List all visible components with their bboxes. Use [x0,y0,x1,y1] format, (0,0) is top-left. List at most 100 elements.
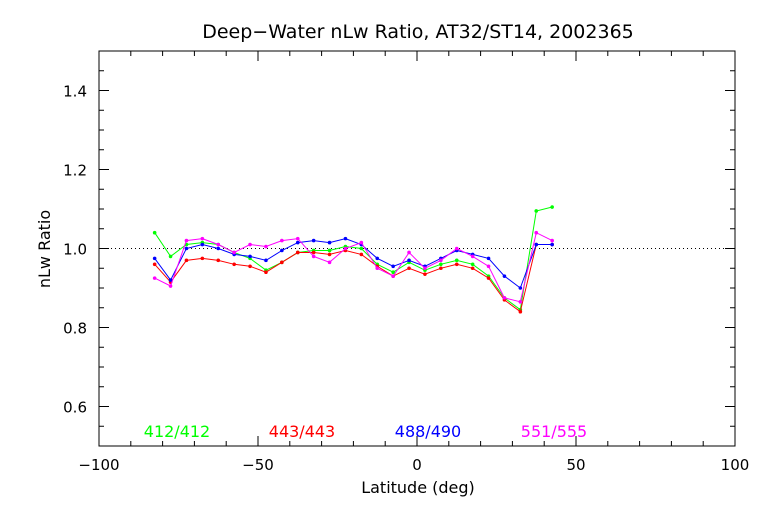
y-axis-label: nLw Ratio [35,210,54,288]
data-point [184,238,189,243]
data-point [216,246,221,251]
data-point [375,256,380,261]
data-point [232,250,236,255]
data-point [518,286,523,290]
data-point [264,270,268,275]
data-point [407,266,411,271]
data-point [391,264,395,269]
data-point [248,254,252,259]
data-point [439,258,443,263]
data-point [359,246,364,251]
data-point [470,266,475,271]
data-point [200,236,205,241]
series-551-555 [152,230,554,304]
data-point [518,309,523,314]
data-point [550,242,554,247]
data-point [152,276,157,280]
data-point [264,244,268,249]
data-point [486,256,491,261]
x-tick-label: −100 [78,456,119,474]
data-point [343,246,348,251]
data-point [550,238,554,243]
data-point [168,254,173,259]
legend: 412/412 443/443 488/490 551/555 [144,422,587,441]
data-point [248,242,252,247]
data-point [216,242,221,247]
data-point [327,248,332,253]
y-tick-label: 0.8 [63,320,87,338]
data-point [502,274,507,278]
data-point [327,252,332,257]
data-point [486,264,491,269]
data-point [343,236,348,241]
data-point [470,254,475,259]
data-point [534,230,539,235]
x-tick-label: 0 [412,456,422,474]
data-point [454,262,459,267]
data-point [391,270,395,275]
data-point [295,240,300,245]
y-tick-label: 1.0 [63,241,87,259]
data-point [168,278,173,282]
data-point [264,258,268,263]
data-point [502,296,507,300]
data-point [152,262,157,267]
data-point [216,258,221,263]
x-tick-label: 100 [721,456,750,474]
data-point [295,250,300,255]
data-point [550,205,554,209]
data-point [439,262,443,267]
series-488-490 [152,236,554,290]
data-point [248,264,252,269]
data-point [280,238,284,243]
y-tick-label: 1.4 [63,83,87,101]
data-point [439,266,443,271]
axis-ticks [98,50,736,447]
data-point [232,262,236,267]
data-point [327,260,332,265]
x-tick-label: 50 [566,456,585,474]
data-point [280,260,284,265]
data-point [152,230,157,235]
data-point [200,256,205,261]
series-412-412 [152,205,554,312]
legend-entry: 443/443 [269,422,335,441]
data-point [375,266,380,271]
data-point [280,248,284,253]
data-point [327,240,332,245]
data-point [454,258,459,263]
y-tick-label: 1.2 [63,162,87,180]
series-443-443 [152,242,554,314]
data-point [311,254,316,259]
series-line [154,244,553,313]
x-axis-label: Latitude (deg) [361,478,475,497]
legend-entry: 551/555 [521,422,587,441]
series-line [154,231,553,303]
data-point [423,266,427,271]
data-point [470,262,475,267]
data-point [407,258,411,263]
data-point [359,240,364,245]
data-point [200,242,205,247]
data-point [518,300,523,304]
data-point [152,256,157,261]
data-point [407,250,411,255]
data-point [534,242,539,247]
data-point [311,250,316,255]
data-point [295,236,300,241]
data-point [359,252,364,257]
series-layer [152,205,554,314]
data-point [391,274,395,278]
data-point [168,284,173,288]
data-point [454,246,459,251]
data-point [486,276,491,280]
legend-entry: 488/490 [395,422,461,441]
y-tick-label: 0.6 [63,399,87,417]
data-point [534,209,539,213]
chart-title: Deep−Water nLw Ratio, AT32/ST14, 2002365 [202,21,634,43]
series-line [154,206,553,311]
data-point [184,246,189,251]
data-point [311,238,316,243]
legend-entry: 412/412 [144,422,210,441]
